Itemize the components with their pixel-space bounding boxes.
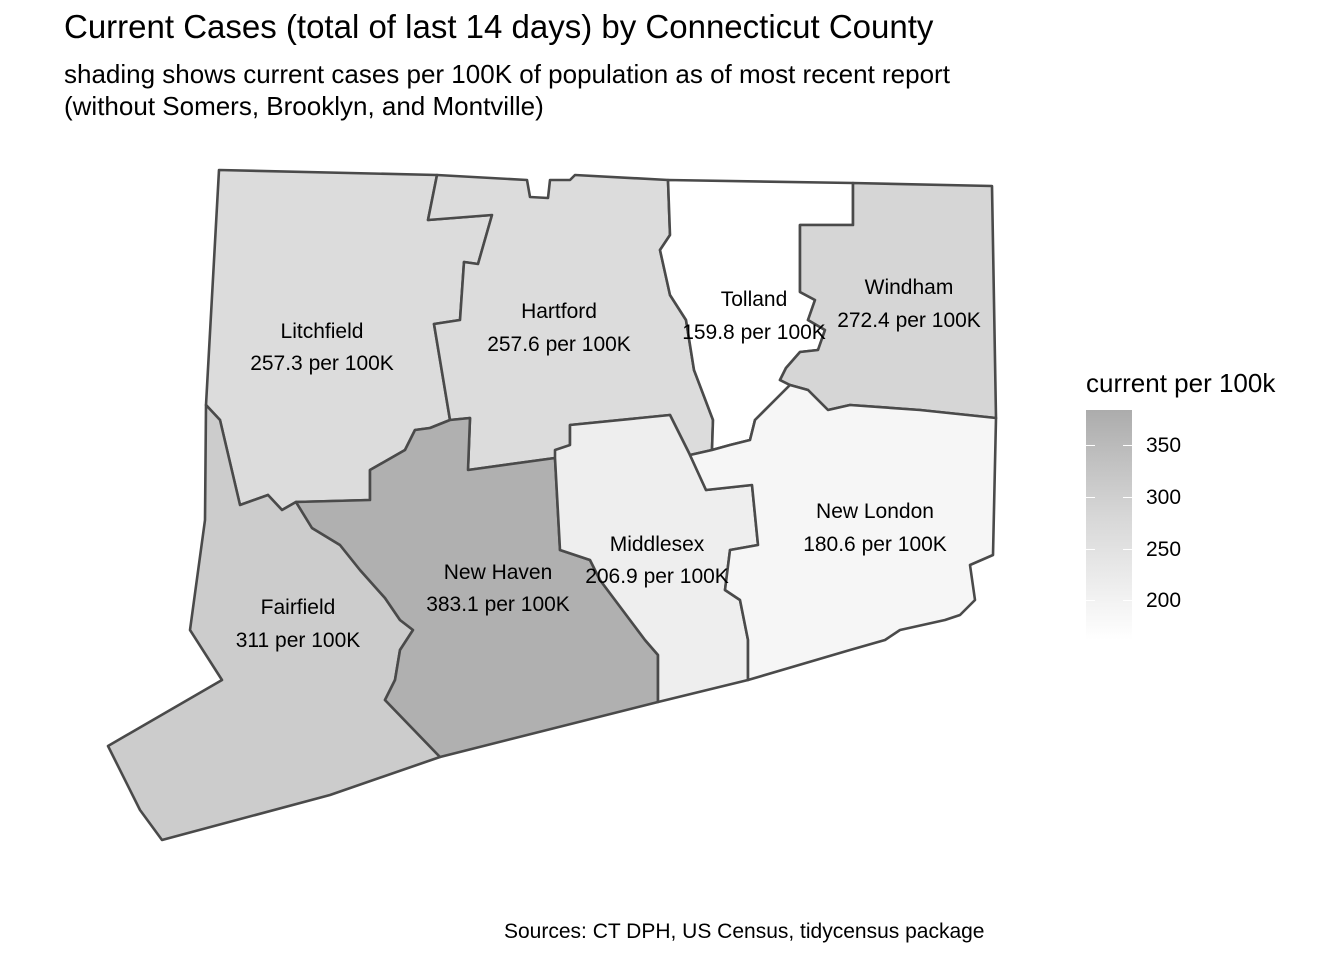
sources-caption: Sources: CT DPH, US Census, tidycensus p… [504, 920, 985, 943]
label-fairfield-value: 311 per 100K [236, 629, 361, 652]
legend-tick-label: 250 [1146, 538, 1182, 561]
label-middlesex-name: Middlesex [610, 533, 705, 556]
legend-tick-label: 200 [1146, 589, 1182, 612]
map-title: Current Cases (total of last 14 days) by… [64, 8, 934, 45]
subtitle-line-2: (without Somers, Brooklyn, and Montville… [64, 91, 544, 121]
label-tolland-name: Tolland [721, 288, 788, 311]
legend-tick-label: 300 [1146, 486, 1182, 509]
legend-colorbar [1086, 410, 1132, 640]
label-new-haven-value: 383.1 per 100K [426, 593, 570, 616]
legend-tick-label: 350 [1146, 434, 1182, 457]
label-new-haven-name: New Haven [444, 561, 553, 584]
label-litchfield-value: 257.3 per 100K [250, 352, 394, 375]
label-middlesex-value: 206.9 per 100K [585, 565, 729, 588]
label-windham-name: Windham [865, 276, 954, 299]
label-windham-value: 272.4 per 100K [837, 309, 981, 332]
label-tolland-value: 159.8 per 100K [682, 321, 826, 344]
label-fairfield-name: Fairfield [261, 596, 336, 619]
label-new-london-name: New London [816, 500, 934, 523]
label-litchfield-name: Litchfield [281, 320, 364, 343]
map-subtitle: shading shows current cases per 100K of … [64, 58, 950, 122]
subtitle-line-1: shading shows current cases per 100K of … [64, 59, 950, 89]
county-new-london [688, 383, 998, 682]
label-hartford-value: 257.6 per 100K [487, 333, 631, 356]
legend-title: current per 100k [1086, 368, 1276, 398]
label-new-london-value: 180.6 per 100K [803, 533, 947, 556]
label-hartford-name: Hartford [521, 300, 597, 323]
